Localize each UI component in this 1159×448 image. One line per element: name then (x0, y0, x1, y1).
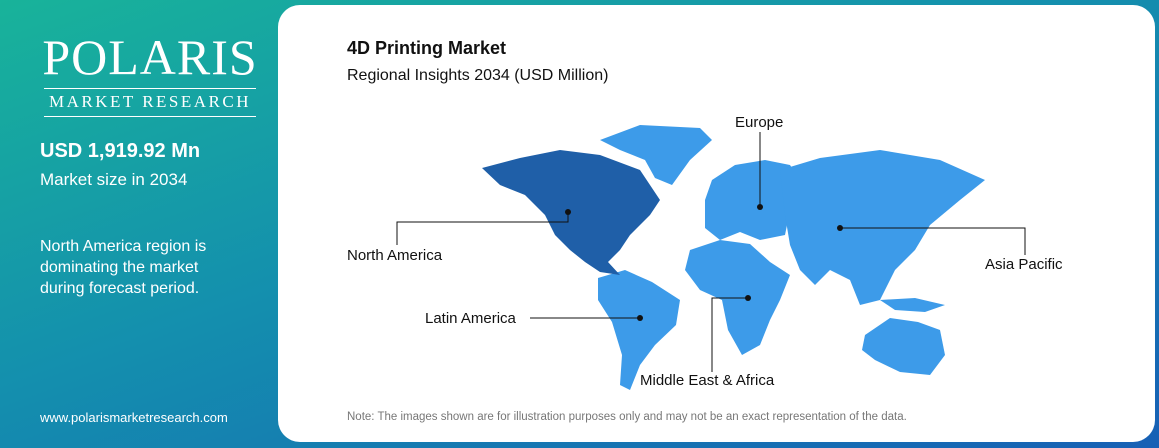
dots (565, 204, 843, 321)
region-label: Latin America (425, 310, 517, 327)
leader-line (840, 227, 1026, 255)
south-america (598, 270, 680, 390)
islands (880, 298, 945, 312)
dot (837, 225, 843, 231)
europe (705, 160, 800, 240)
greenland (600, 125, 712, 185)
website: www.polarismarketresearch.com (40, 410, 228, 425)
leaders (396, 132, 1026, 372)
dot (565, 209, 571, 215)
market-value-caption: Market size in 2034 (40, 170, 188, 189)
dot (757, 204, 763, 210)
leader-line (396, 212, 569, 245)
dot (637, 315, 643, 321)
region-label: North America (347, 247, 443, 264)
australia (862, 318, 945, 375)
market-value: USD 1,919.92 Mn (40, 140, 201, 162)
region-label: Middle East & Africa (640, 372, 775, 389)
region-label: Asia Pacific (985, 256, 1063, 273)
logo: POLARIS (42, 29, 258, 85)
title: 4D Printing Market (347, 38, 507, 58)
statement: North America region is dominating the m… (40, 238, 207, 297)
region-label: Europe (735, 114, 783, 131)
continents (598, 125, 985, 390)
logo-rule (44, 116, 256, 117)
north-america (482, 150, 660, 275)
logo-tagline: MARKET RESEARCH (48, 92, 251, 111)
note: Note: The images shown are for illustrat… (347, 411, 907, 423)
logo-rule (44, 88, 256, 89)
leader-line (711, 297, 748, 372)
dot (745, 295, 751, 301)
subtitle: Regional Insights 2034 (USD Million) (347, 67, 609, 84)
